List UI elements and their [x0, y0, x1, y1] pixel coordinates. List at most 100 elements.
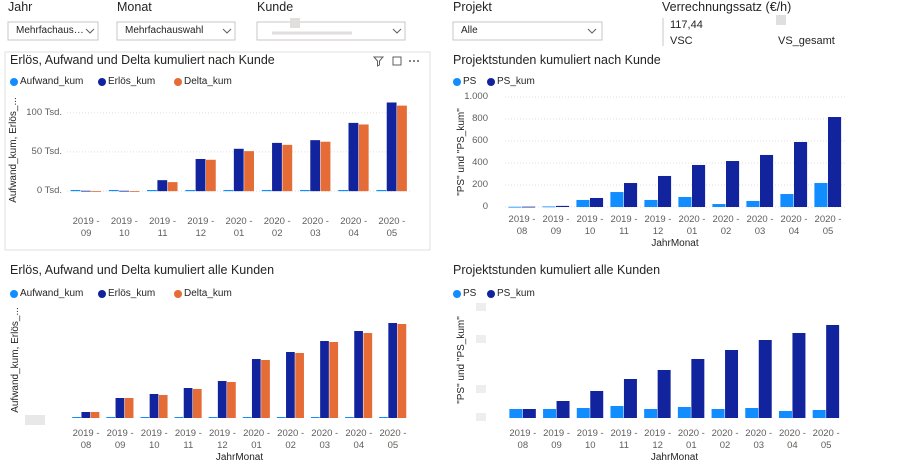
bar: [205, 159, 216, 192]
bar: [244, 151, 254, 192]
bar: [379, 417, 388, 418]
y-tick-label: 100 Tsd.: [26, 106, 62, 118]
legend-marker: [10, 290, 18, 298]
focus-border: [4, 51, 431, 251]
legend-label: PS: [463, 288, 477, 299]
x-tick-label: 2020 - 02: [711, 428, 739, 451]
legend-label: Delta_kum: [184, 76, 232, 87]
bar: [242, 417, 252, 418]
bar: [90, 412, 100, 418]
bar: [348, 122, 359, 192]
placeholder: [776, 15, 786, 25]
bar: [320, 141, 331, 192]
x-tick-label: 2019 - 08: [509, 428, 537, 451]
x-tick-label: 2020 - 02: [712, 214, 740, 237]
bar: [295, 353, 304, 418]
bar: [338, 189, 349, 192]
chevron: [85, 28, 95, 34]
legend-marker: [487, 290, 495, 298]
slicer-label: Monat: [117, 0, 152, 14]
focus-icon[interactable]: [392, 56, 402, 66]
chevron: [222, 28, 232, 34]
bar: [72, 417, 81, 418]
x-tick-label: 2020 - 04: [780, 214, 808, 237]
filter-icon[interactable]: [372, 56, 385, 67]
chart-title: Projektstunden kumuliert alle Kunden: [453, 263, 661, 277]
bar: [208, 417, 218, 418]
dropdown[interactable]: [7, 21, 99, 41]
bar: [543, 409, 557, 418]
x-axis-title: JahrMonat: [650, 452, 699, 463]
x-tick-label: 2020 - 03: [745, 428, 773, 451]
x-tick-label: 2019 - 12: [644, 214, 672, 237]
x-tick-label: 2019 - 09: [106, 428, 134, 451]
slicer-label: Jahr: [8, 0, 33, 14]
bar: [397, 105, 407, 192]
bar: [70, 189, 81, 192]
y-tick-label: 200: [472, 179, 488, 190]
slider-handle[interactable]: [290, 18, 300, 28]
bar: [556, 401, 570, 418]
slicer-value: Mehrfachauswahl: [125, 25, 204, 36]
bar: [195, 158, 206, 192]
x-tick-label: 2020 - 04: [778, 428, 806, 451]
bar: [792, 333, 806, 418]
bar: [217, 381, 227, 418]
bar: [812, 410, 826, 418]
y-axis-title: "PS" und "PS_kum": [456, 316, 467, 404]
x-tick-label: 2019 - 11: [610, 428, 638, 451]
dropdown[interactable]: [256, 21, 406, 41]
bar: [299, 189, 310, 192]
bar: [556, 205, 570, 207]
x-tick-label: 2019 - 10: [576, 214, 604, 237]
bar: [354, 331, 363, 418]
x-tick-label: 2020 - 02: [277, 428, 305, 451]
x-axis-title: JahrMonat: [215, 452, 264, 463]
bar: [157, 180, 168, 192]
bar: [691, 359, 705, 418]
x-tick-label: 2020 - 01: [678, 214, 706, 237]
x-tick-label: 2020 - 01: [677, 428, 705, 451]
placeholder: [476, 335, 486, 343]
bar: [358, 124, 369, 192]
bar: [108, 189, 119, 192]
x-tick-label: 2019 - 12: [187, 216, 215, 239]
x-tick-label: 2020 - 04: [345, 428, 373, 451]
bar: [814, 183, 828, 207]
more-icon[interactable]: [409, 60, 419, 62]
bar: [115, 398, 125, 418]
bar: [778, 411, 792, 418]
bar: [725, 350, 739, 418]
bar: [522, 206, 536, 208]
bar: [509, 409, 523, 418]
bar: [780, 194, 794, 207]
bar: [624, 183, 638, 207]
bar: [828, 117, 842, 207]
legend-marker: [453, 78, 461, 86]
bar: [590, 391, 604, 418]
x-tick-label: 2020 - 03: [311, 428, 339, 451]
bar: [657, 370, 671, 418]
y-axis-title: Aufwand_kum, Erlös_...: [10, 307, 21, 413]
bar: [251, 359, 261, 418]
bar: [712, 204, 726, 207]
x-tick-label: 2019 - 12: [644, 428, 672, 451]
bar: [119, 190, 129, 192]
bar: [233, 148, 244, 192]
bar: [794, 141, 808, 207]
x-tick-label: 2020 - 03: [746, 214, 774, 237]
bar: [80, 190, 91, 192]
x-tick-label: 2019 - 10: [110, 216, 138, 239]
bar: [746, 200, 760, 207]
dropdown[interactable]: [452, 21, 603, 41]
x-tick-label: 2020 - 05: [812, 428, 840, 451]
x-tick-label: 2019 - 11: [149, 216, 177, 239]
x-tick-label: 2019 - 09: [72, 216, 100, 239]
bar: [711, 409, 725, 418]
slicer-value: Mehrfachaus…: [16, 25, 84, 36]
slicer-value: Alle: [461, 25, 478, 36]
x-tick-label: 2020 - 05: [379, 428, 407, 451]
bar: [185, 189, 196, 192]
dropdown[interactable]: [116, 21, 236, 41]
slicer-label: Kunde: [257, 0, 294, 14]
